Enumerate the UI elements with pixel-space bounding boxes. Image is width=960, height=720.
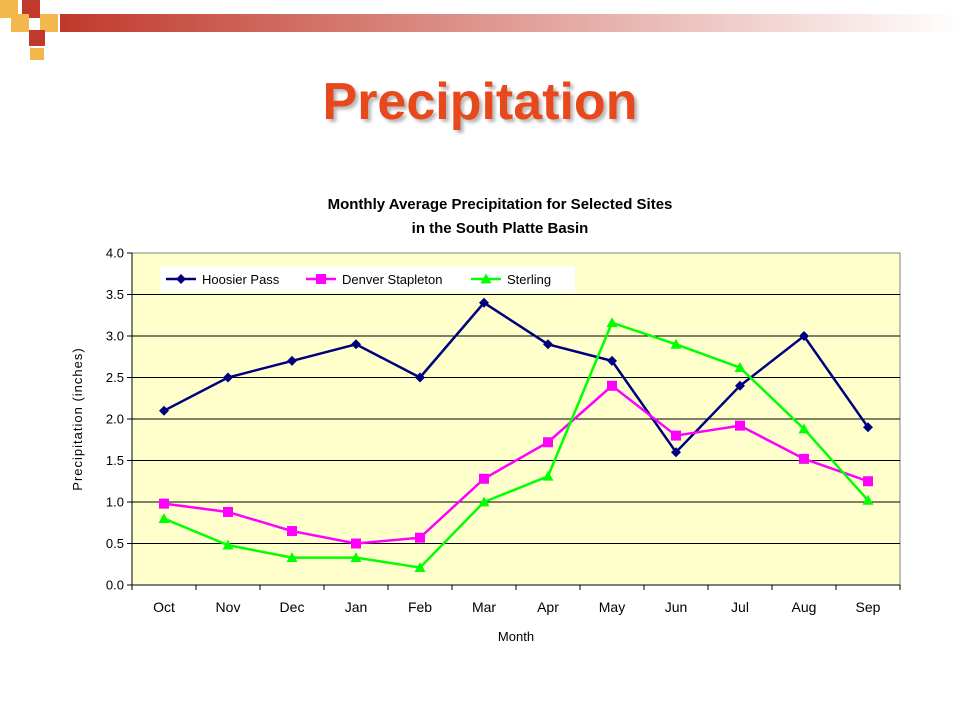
data-point-sterling — [734, 362, 746, 372]
data-point-hoosier-pass — [543, 339, 553, 350]
x-tick-label: Jul — [731, 599, 749, 615]
data-point-denver-stapleton — [671, 430, 681, 441]
data-point-denver-stapleton — [415, 532, 425, 543]
x-tick-label: Nov — [216, 599, 241, 615]
x-tick-label: Feb — [408, 599, 432, 615]
data-point-sterling — [606, 317, 618, 328]
data-point-hoosier-pass — [287, 355, 297, 366]
legend-label: Denver Stapleton — [342, 272, 442, 287]
data-point-sterling — [158, 513, 170, 523]
data-point-denver-stapleton — [351, 538, 361, 549]
data-point-sterling — [478, 496, 490, 507]
legend-marker-denver-stapleton — [316, 274, 326, 284]
x-axis-label: Month — [498, 629, 534, 644]
chart-title-line: in the South Platte Basin — [412, 220, 589, 237]
data-point-hoosier-pass — [607, 355, 617, 366]
x-tick-label: Jan — [345, 599, 368, 615]
data-point-sterling — [542, 470, 554, 481]
decoration-square — [29, 30, 45, 46]
data-point-sterling — [862, 494, 874, 505]
data-point-sterling — [222, 539, 234, 550]
legend-label: Hoosier Pass — [202, 272, 280, 287]
data-point-hoosier-pass — [799, 331, 809, 341]
data-point-hoosier-pass — [735, 380, 745, 391]
data-point-sterling — [798, 423, 810, 434]
y-tick-label: 2.5 — [106, 370, 124, 385]
legend-marker-hoosier-pass — [176, 274, 186, 284]
data-point-denver-stapleton — [223, 506, 233, 517]
data-point-sterling — [286, 552, 298, 563]
legend-box — [160, 266, 575, 292]
y-tick-label: 3.0 — [106, 329, 124, 344]
data-point-sterling — [670, 338, 682, 349]
x-tick-label: Apr — [537, 599, 559, 615]
data-point-hoosier-pass — [351, 339, 361, 350]
y-axis-label: Precipitation (inches) — [70, 347, 85, 490]
x-tick-label: Aug — [792, 599, 817, 615]
series-line-denver-stapleton — [163, 384, 869, 545]
data-point-denver-stapleton — [799, 453, 809, 464]
y-tick-label: 1.0 — [106, 495, 124, 510]
data-point-denver-stapleton — [863, 476, 873, 487]
data-point-hoosier-pass — [671, 447, 681, 458]
decoration-square — [22, 0, 40, 18]
data-point-sterling — [350, 552, 362, 563]
decoration-square — [0, 0, 18, 18]
decoration-square — [30, 48, 44, 60]
data-point-denver-stapleton — [159, 498, 169, 509]
y-tick-label: 0.5 — [106, 536, 124, 551]
data-point-denver-stapleton — [287, 526, 297, 537]
slide-title: Precipitation — [322, 73, 638, 131]
title-decoration — [0, 0, 960, 60]
data-point-denver-stapleton — [607, 380, 617, 391]
data-point-denver-stapleton — [543, 437, 553, 448]
data-point-hoosier-pass — [863, 422, 873, 433]
y-tick-label: 0.0 — [106, 578, 124, 593]
data-point-hoosier-pass — [479, 297, 489, 308]
decoration-square — [11, 14, 29, 32]
x-tick-label: Mar — [472, 599, 496, 615]
y-tick-label: 4.0 — [106, 246, 124, 261]
legend-label: Sterling — [507, 272, 551, 287]
legend-marker-sterling — [480, 273, 492, 284]
data-point-denver-stapleton — [479, 473, 489, 484]
y-tick-label: 1.5 — [106, 453, 124, 468]
data-point-hoosier-pass — [223, 372, 233, 383]
x-tick-label: Jun — [665, 599, 688, 615]
data-point-hoosier-pass — [415, 372, 425, 383]
y-tick-label: 2.0 — [106, 412, 124, 427]
decoration-square — [40, 14, 58, 32]
series-line-sterling — [163, 321, 869, 569]
data-point-hoosier-pass — [159, 405, 169, 416]
chart-title-line: Monthly Average Precipitation for Select… — [328, 196, 673, 213]
data-point-denver-stapleton — [735, 420, 745, 431]
data-point-sterling — [414, 562, 426, 572]
x-tick-label: Oct — [153, 599, 175, 615]
y-tick-label: 3.5 — [106, 287, 124, 302]
x-tick-label: Sep — [856, 599, 881, 615]
decoration-bar — [60, 14, 960, 32]
x-tick-label: May — [599, 599, 625, 615]
x-tick-label: Dec — [280, 599, 305, 615]
